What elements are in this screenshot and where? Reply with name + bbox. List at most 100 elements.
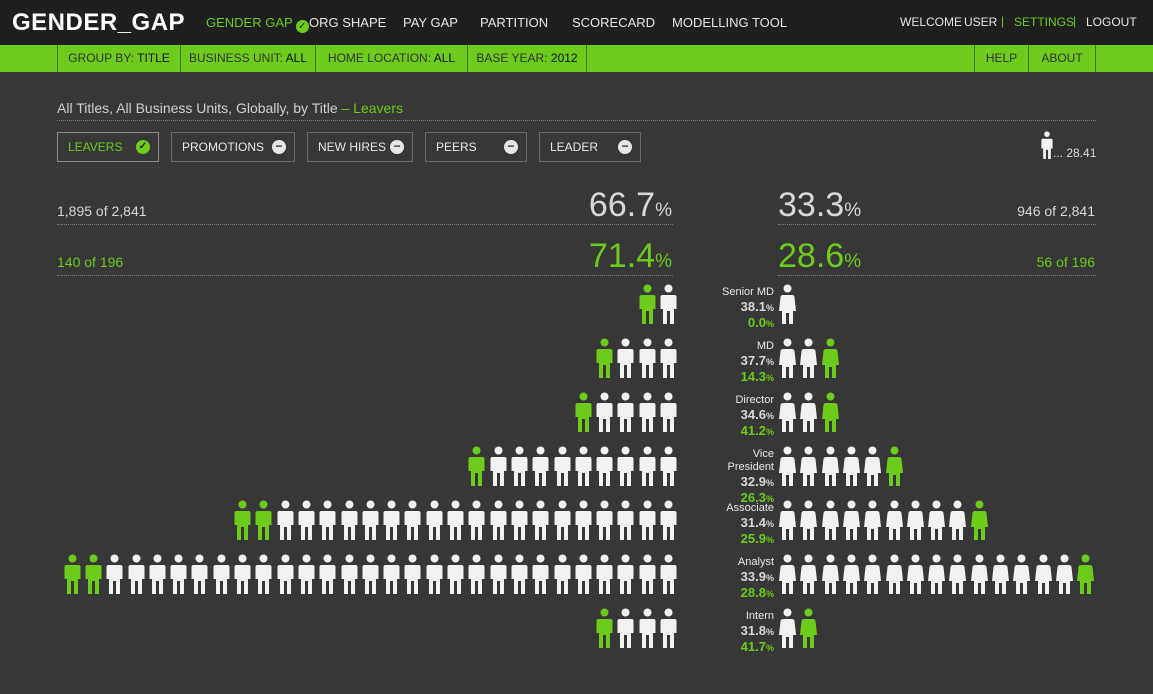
male-figure <box>191 554 208 594</box>
nav-partition[interactable]: PARTITION <box>480 15 549 30</box>
settings-link[interactable]: SETTINGS <box>1014 15 1075 29</box>
male-figure <box>255 554 272 594</box>
row-title: MD <box>756 340 774 352</box>
row-title: Vice President <box>727 448 774 473</box>
female-total-count: 946 of 2,841 <box>1017 203 1095 219</box>
female-figure <box>779 554 796 594</box>
nav-scorecard[interactable]: SCORECARD <box>572 15 656 30</box>
row-label-md: MD 37.7% 14.3% <box>704 340 774 385</box>
female-figure <box>906 500 924 540</box>
male-leaver-figure <box>639 284 656 324</box>
metric-new-hires-button[interactable]: NEW HIRES − <box>307 132 413 162</box>
male-figure <box>639 392 656 432</box>
metric-promotions-button[interactable]: PROMOTIONS − <box>171 132 295 162</box>
female-figure <box>800 446 818 486</box>
male-figure <box>660 608 677 648</box>
male-leaver-figure <box>596 608 613 648</box>
percent-unit: % <box>765 427 774 437</box>
percent-unit: % <box>765 589 774 599</box>
divider <box>57 120 1096 121</box>
male-figure <box>617 392 634 432</box>
male-figure <box>426 500 443 540</box>
check-icon: ✓ <box>295 20 309 33</box>
help-button[interactable]: HELP <box>974 45 1028 72</box>
percent-value: 32.9 <box>740 474 766 489</box>
male-figure <box>660 392 677 432</box>
male-figure <box>617 608 634 648</box>
percent-unit: % <box>765 478 774 488</box>
male-figure <box>660 284 677 324</box>
male-leaver-figure <box>468 446 485 486</box>
percent-unit: % <box>844 251 862 272</box>
female-figure <box>800 392 818 432</box>
metric-leader-button[interactable]: LEADER − <box>539 132 641 162</box>
welcome-text: WELCOME <box>900 15 963 29</box>
nav-gender-gap[interactable]: GENDER GAP ✓ <box>206 15 309 33</box>
minus-icon: − <box>390 140 404 154</box>
row-leavers-percent: 14.3% <box>704 370 774 385</box>
metric-leavers-button[interactable]: LEAVERS ✓ <box>57 132 159 162</box>
percent-unit: % <box>765 411 774 421</box>
male-figure <box>490 446 507 486</box>
row-total-percent: 31.8% <box>704 623 774 640</box>
nav-separator: | <box>1001 14 1005 28</box>
male-figure <box>404 500 421 540</box>
nav-org-shape[interactable]: ORG SHAPE <box>309 15 387 30</box>
female-figure <box>821 500 839 540</box>
filter-value: TITLE <box>137 51 170 65</box>
female-figure <box>992 554 1009 594</box>
percent-value: 66.7 <box>588 186 656 224</box>
female-leaver-figure <box>885 446 903 486</box>
row-label-intern: Intern 31.8% 41.7% <box>704 610 774 655</box>
row-label-vice-president: Vice President 32.9% 26.3% <box>704 448 774 506</box>
metric-label: NEW HIRES <box>318 140 387 154</box>
filter-business-unit[interactable]: BUSINESS UNIT: ALL <box>180 45 315 72</box>
female-figure <box>864 446 882 486</box>
male-figure <box>575 554 592 594</box>
male-leavers-count: 140 of 196 <box>57 254 124 270</box>
female-leaver-figure <box>800 608 818 648</box>
row-total-percent: 32.9% <box>704 474 774 491</box>
filter-value: ALL <box>285 51 308 65</box>
female-figure <box>779 338 796 378</box>
male-figure <box>341 554 357 594</box>
percent-unit: % <box>765 643 774 653</box>
female-leaver-figure <box>970 500 988 540</box>
male-figure <box>639 500 656 540</box>
male-figure <box>149 554 166 594</box>
percent-value: 25.9 <box>740 531 766 546</box>
percent-unit: % <box>765 303 774 313</box>
divider <box>57 224 673 225</box>
filter-base-year[interactable]: BASE YEAR: 2012 <box>467 45 587 72</box>
male-figure <box>660 500 677 540</box>
male-figure <box>213 554 230 594</box>
top-nav-bar: GENDER_GAP GENDER GAP ✓ ORG SHAPE PAY GAP… <box>0 0 1153 45</box>
female-figure <box>800 500 818 540</box>
female-figure <box>949 554 967 594</box>
percent-unit: % <box>765 573 774 583</box>
male-figure <box>660 446 677 486</box>
about-button[interactable]: ABOUT <box>1028 45 1096 72</box>
percent-value: 28.6 <box>778 237 845 275</box>
filter-home-location[interactable]: HOME LOCATION: ALL <box>315 45 467 72</box>
female-figure <box>1034 554 1052 594</box>
percent-value: 31.4 <box>740 515 766 530</box>
male-figure <box>277 500 294 540</box>
male-figure <box>234 554 251 594</box>
percent-unit: % <box>765 519 774 529</box>
filter-group-by[interactable]: GROUP BY: TITLE <box>57 45 180 72</box>
nav-modelling-tool[interactable]: MODELLING TOOL <box>672 15 788 30</box>
nav-pay-gap[interactable]: PAY GAP <box>403 15 458 30</box>
row-total-percent: 33.9% <box>704 569 774 586</box>
male-figure <box>639 338 656 378</box>
male-total-count: 1,895 of 2,841 <box>57 203 147 219</box>
row-label-analyst: Analyst 33.9% 28.8% <box>704 556 774 601</box>
minus-icon: − <box>618 140 632 154</box>
male-figure <box>617 554 634 594</box>
user-link[interactable]: USER <box>964 15 998 29</box>
divider <box>57 275 673 276</box>
female-figure <box>779 500 796 540</box>
logout-link[interactable]: LOGOUT <box>1086 15 1137 29</box>
metric-peers-button[interactable]: PEERS − <box>425 132 527 162</box>
female-figure <box>864 500 882 540</box>
